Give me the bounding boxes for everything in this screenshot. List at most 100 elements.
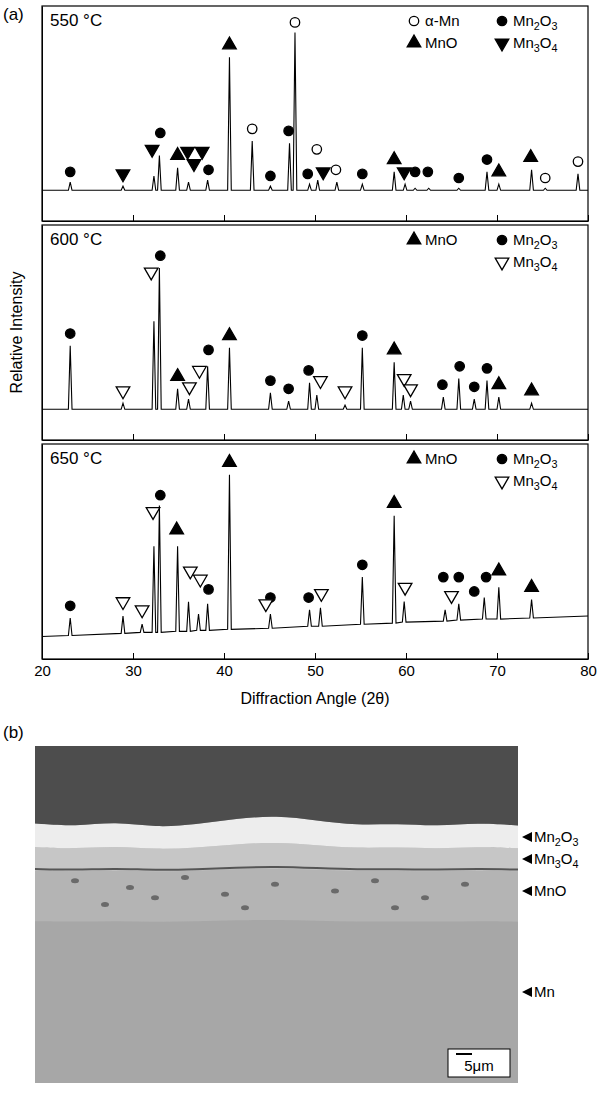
y-axis [42,445,43,660]
text-part: MnO [425,231,458,248]
phase-marker [204,345,213,354]
pore [421,895,429,900]
x-tick [406,434,407,440]
legend-label: Mn2O3 [513,12,558,32]
text-part: O [540,472,552,489]
panel-title: 550 °C [50,11,102,30]
phase-marker [204,165,213,174]
x-tick: 40 [216,653,233,679]
layer-label: Mn3O4 [534,850,579,870]
text-part: MnO [425,34,458,51]
legend: MnOMn2O3Mn3O4 [407,450,557,492]
x-tick: 80 [580,653,597,679]
phase-marker [259,600,273,612]
text-part: Mn [513,472,534,489]
phase-marker [194,575,208,587]
phase-marker [284,384,293,393]
phase-marker [204,585,213,594]
figure: α-MnMn2O3MnOMn3O4550 °CMnOMn2O3Mn3O4600 … [0,0,601,1093]
panel-title: 600 °C [50,230,102,249]
legend-symbol [497,454,506,463]
phase-marker [116,598,130,610]
micrograph: (b)5μmMn2O3Mn3O4MnOMn [3,723,579,1083]
phase-marker [314,377,328,389]
plot-frame [42,444,588,659]
xrd-pattern [42,268,588,409]
pore [221,892,229,897]
legend-symbol [407,232,421,244]
text-part: 3 [573,836,579,848]
legend-label: Mn3O4 [513,34,558,54]
text-part: O [540,253,552,270]
layer-arrow [522,987,532,997]
x-tick [588,215,589,221]
x-axis-line [43,440,589,441]
legend-symbol [407,451,421,463]
text-part: O [561,828,573,845]
x-tick [315,215,316,221]
pore [71,878,79,883]
x-tick [224,434,225,440]
x-axis-line [43,221,589,222]
phase-marker [247,124,256,133]
plot-data [42,455,588,637]
tick-mark [315,653,316,659]
legend: α-MnMn2O3MnOMn3O4 [407,12,557,54]
phase-marker [146,508,160,520]
tick-mark [588,653,589,659]
legend-symbol [407,35,421,47]
tick-mark [406,215,407,221]
mno-layer [35,869,518,922]
text-part: Mn [513,231,534,248]
pore [461,882,469,887]
layer-label: Mn2O3 [534,828,579,848]
phase-marker [482,155,491,164]
pore [331,888,339,893]
pore [101,902,109,907]
phase-marker [573,157,582,166]
x-tick [497,434,498,440]
phase-marker [195,147,209,159]
plot-frame [42,225,588,440]
phase-marker [193,366,207,378]
phase-marker [181,147,195,159]
phase-marker [183,383,197,395]
tick-mark [588,215,589,221]
phase-marker [445,592,459,604]
phase-marker [438,380,447,389]
legend-symbol [495,477,509,489]
tick-mark [224,434,225,440]
phase-marker [358,560,367,569]
phase-marker [387,496,401,508]
phase-marker [116,170,130,182]
phase-marker [482,364,491,373]
phase-marker [338,387,352,399]
phase-marker [284,126,293,135]
text-part: Mn [513,12,534,29]
text-part: 4 [573,858,579,870]
mount-region [35,746,518,826]
phase-marker [223,455,237,467]
phase-marker [525,383,539,395]
scale-bar-box [448,1049,510,1077]
phase-marker [470,587,479,596]
text-part: 3 [552,458,558,470]
phase-marker [266,171,275,180]
text-part: 3 [552,20,558,32]
plot-data [42,251,588,409]
legend-symbol [497,16,506,25]
y-axis-line [42,7,43,222]
x-tick [588,434,589,440]
phase-marker [304,366,313,375]
text-part: Mn [534,850,555,867]
panel: 20304050607080MnOMn2O3Mn3O4650 °CDiffrac… [34,444,597,707]
xrd-pattern [42,475,588,637]
text-part: Mn [534,983,555,1000]
tick-label: 40 [216,662,233,679]
x-tick [224,215,225,221]
phase-marker [454,173,463,182]
phase-marker [116,387,130,399]
tick-mark [588,434,589,440]
phase-marker [135,606,149,618]
tick-mark [315,215,316,221]
